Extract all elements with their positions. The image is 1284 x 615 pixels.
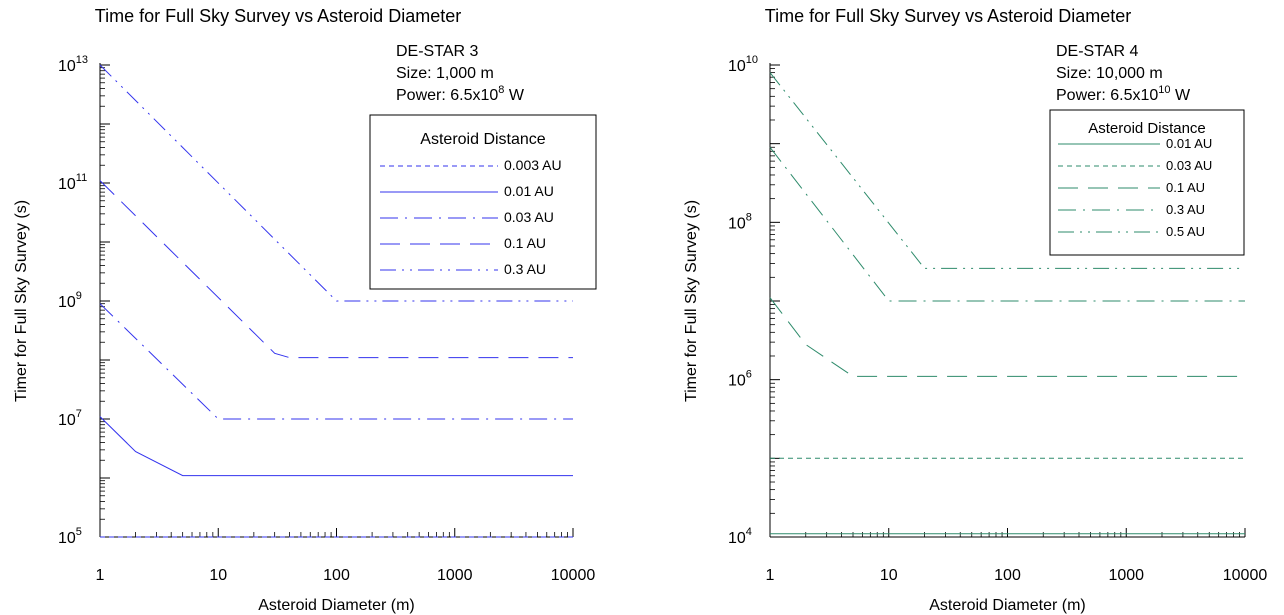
x-tick-label: 100 xyxy=(323,567,350,584)
y-tick-label: 105 xyxy=(58,526,82,547)
x-tick-label: 1 xyxy=(96,567,105,584)
x-axis-label: Asteroid Diameter (m) xyxy=(929,597,1085,614)
x-tick-label: 10 xyxy=(880,567,898,584)
chart-2: Time for Full Sky Survey vs Asteroid Dia… xyxy=(683,6,1267,614)
legend-entry-3: 0.1 AU xyxy=(1166,180,1205,195)
y-tick-label: 108 xyxy=(728,211,752,232)
info-size: Size: 10,000 m xyxy=(1056,65,1163,82)
legend-box xyxy=(369,114,597,290)
y-tick-label: 1013 xyxy=(58,54,88,75)
legend: Asteroid Distance 0.003 AU 0.01 AU 0.03 AU 0… xyxy=(369,114,597,290)
legend-entry-5: 0.3 AU xyxy=(504,261,546,277)
y-tick-label: 104 xyxy=(728,526,752,547)
info-power: Power: 6.5x108 W xyxy=(396,84,525,104)
x-tick-label: 1 xyxy=(766,567,775,584)
legend-title: Asteroid Distance xyxy=(420,131,545,148)
y-tick-label: 1010 xyxy=(728,54,758,75)
series-line-5 xyxy=(769,72,1245,269)
legend-entry-3: 0.03 AU xyxy=(504,209,554,225)
legend-entry-1: 0.003 AU xyxy=(504,157,562,173)
y-tick-label: 1011 xyxy=(58,172,87,193)
series-line-3 xyxy=(769,297,1245,377)
legend-title: Asteroid Distance xyxy=(1088,120,1206,137)
x-tick-label: 10 xyxy=(209,567,227,584)
y-tick-label: 106 xyxy=(728,369,752,390)
legend-entry-5: 0.5 AU xyxy=(1166,224,1205,239)
y-axis-label: Timer for Full Sky Survey (s) xyxy=(13,200,30,402)
y-tick-label: 109 xyxy=(58,290,82,311)
info-power: Power: 6.5x1010 W xyxy=(1056,84,1191,104)
x-tick-label: 100 xyxy=(994,567,1021,584)
series-line-5 xyxy=(99,64,573,302)
y-tick-label: 107 xyxy=(58,408,82,429)
x-tick-label: 1000 xyxy=(437,567,473,584)
x-axis-label: Asteroid Diameter (m) xyxy=(258,597,414,614)
x-tick-label: 10000 xyxy=(551,567,596,584)
chart-title: Time for Full Sky Survey vs Asteroid Dia… xyxy=(765,6,1131,26)
legend-box xyxy=(1049,109,1245,256)
info-model: DE-STAR 3 xyxy=(396,43,478,60)
legend-entry-4: 0.1 AU xyxy=(504,235,546,251)
info-size: Size: 1,000 m xyxy=(396,65,494,82)
chart-title: Time for Full Sky Survey vs Asteroid Dia… xyxy=(95,6,461,26)
x-tick-label: 1000 xyxy=(1108,567,1144,584)
chart-1: Time for Full Sky Survey vs Asteroid Dia… xyxy=(13,6,597,614)
y-axis-label: Timer for Full Sky Survey (s) xyxy=(683,200,700,402)
x-tick-label: 10000 xyxy=(1223,567,1268,584)
series-line-2 xyxy=(99,416,573,477)
legend-entry-2: 0.01 AU xyxy=(504,183,554,199)
legend-entry-2: 0.03 AU xyxy=(1166,158,1212,173)
series-line-3 xyxy=(99,303,573,420)
series-line-4 xyxy=(99,180,573,359)
legend-entry-4: 0.3 AU xyxy=(1166,202,1205,217)
info-model: DE-STAR 4 xyxy=(1056,43,1138,60)
legend-entry-1: 0.01 AU xyxy=(1166,136,1212,151)
